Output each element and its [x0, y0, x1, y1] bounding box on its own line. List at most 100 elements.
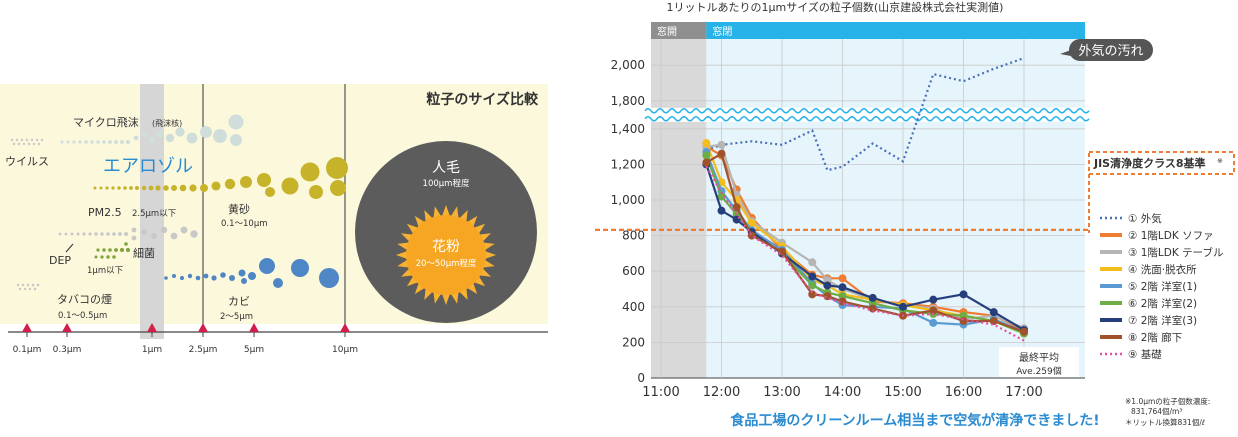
size-tick-marker: [249, 323, 259, 332]
x-tick-label: 12:00: [703, 385, 740, 400]
pm25-dots: [58, 226, 198, 241]
particle-count-chart: 1リットルあたりの1μmサイズの粒子個数(山京建設株式会社実測値) 窓開 窓閉 …: [595, 0, 1235, 429]
series-point: [929, 306, 938, 315]
series-point: [717, 149, 726, 158]
legend-label: ⑧ 2階 廊下: [1128, 331, 1182, 344]
size-tick-marker: [147, 323, 157, 332]
legend-label: ⑤ 2階 洋室(1): [1128, 280, 1197, 293]
window-open-band: [651, 39, 707, 378]
mold-dots: [164, 258, 339, 288]
series-point: [959, 317, 968, 326]
series-point: [959, 290, 968, 299]
chart-caption: 食品工場のクリーンルーム相当まで空気が清浄できました!: [730, 412, 1099, 429]
size-ticks: 0.1μm 0.3μm 1μm 2.5μm 5μm 10μm: [13, 323, 358, 355]
x-tick-label: 16:00: [945, 385, 982, 400]
bacteria-dots: [94, 242, 131, 259]
y-tick-label: 800: [622, 229, 645, 243]
legend-label: ① 外気: [1128, 212, 1162, 225]
x-tick-label: 13:00: [763, 385, 800, 400]
series-point: [717, 192, 726, 201]
size-tick-label: 1μm: [142, 345, 162, 355]
tobacco-dots: [16, 283, 40, 291]
yellow-sand-label: 黄砂: [228, 202, 250, 216]
outside-callout: 外気の汚れ: [1060, 39, 1153, 61]
y-tick-label: 1,200: [611, 157, 645, 171]
legend-label: ③ 1階LDK テーブル: [1128, 246, 1223, 259]
window-closed-band: [706, 39, 1085, 378]
y-tick-label: 1,000: [611, 193, 645, 207]
final-average: 最終平均 Ave.259個: [999, 347, 1079, 377]
size-comparison-panel: 粒子のサイズ比較 ウイルス マイクロ飛沫 (飛沫核) エアロゾル PM2.5 2…: [0, 0, 548, 433]
hair-label: 人毛: [432, 160, 460, 176]
micro-droplet-sub-label: (飛沫核): [152, 118, 182, 128]
virus-label: ウイルス: [5, 155, 49, 168]
window-open-label: 窓開: [657, 25, 677, 38]
size-tick-marker: [62, 323, 72, 332]
series-point: [929, 318, 938, 327]
series-point: [717, 140, 726, 149]
x-tick-label: 14:00: [824, 385, 861, 400]
series-9: [705, 165, 1025, 342]
series-line: [705, 152, 1025, 333]
bacteria-sub-label: 1μm以下: [87, 266, 124, 276]
x-tick-label: 11:00: [642, 385, 679, 400]
series-point: [989, 317, 998, 326]
size-tick-label: 0.1μm: [13, 345, 42, 355]
y-tick-label: 2,000: [611, 58, 645, 72]
series-point: [823, 281, 832, 290]
size-tick-label: 0.3μm: [53, 345, 82, 355]
pollen-circle: [406, 215, 486, 295]
mold-label: カビ: [228, 295, 250, 308]
series-point: [1020, 327, 1028, 336]
threshold-box-frame: [1088, 151, 1235, 175]
footnote-1: ※1.0μmの粒子個数濃度:: [1125, 396, 1210, 406]
axis-break-wave-top: [644, 108, 1090, 114]
series-point: [717, 206, 726, 215]
series-point: [808, 258, 817, 267]
series-point: [868, 304, 877, 313]
legend-label: ⑥ 2階 洋室(2): [1128, 297, 1197, 310]
particle-chart-panel: 1リットルあたりの1μmサイズの粒子個数(山京建設株式会社実測値) 窓開 窓閉 …: [595, 0, 1238, 433]
size-tick-marker: [340, 323, 350, 332]
size-tick-label: 10μm: [332, 345, 358, 355]
series-point: [989, 308, 998, 317]
series-point: [929, 295, 938, 304]
micro-droplet-label: マイクロ飛沫: [73, 116, 139, 129]
series-point: [808, 281, 817, 290]
legend-label: ⑨ 基礎: [1128, 348, 1162, 361]
y-tick-label: 400: [622, 300, 645, 314]
series-point: [808, 272, 817, 281]
size-tick-label: 2.5μm: [189, 345, 218, 355]
dep-label: DEP: [49, 254, 71, 267]
yellow-sand-sub-label: 0.1〜10μm: [221, 219, 268, 229]
y-tick-label: 0: [637, 371, 645, 385]
series-point: [868, 293, 877, 302]
hair-sub-label: 100μm程度: [423, 178, 470, 189]
size-title: 粒子のサイズ比較: [426, 91, 539, 108]
size-tick-marker: [198, 323, 208, 332]
pollen-sub-label: 20〜50μm程度: [416, 258, 477, 269]
threshold-mark: ※: [1217, 157, 1223, 165]
final-average-box: [999, 347, 1079, 377]
mold-sub-label: 2〜5μm: [220, 312, 253, 322]
aerosol-label: エアロゾル: [103, 156, 193, 177]
tobacco-sub-label: 0.1〜0.5μm: [58, 311, 107, 321]
series-lines: [702, 57, 1028, 342]
bacteria-label: 細菌: [133, 247, 155, 260]
axis-break-wave-bottom: [644, 116, 1090, 122]
window-open-header: [651, 22, 707, 39]
size-comparison-figure: 粒子のサイズ比較 ウイルス マイクロ飛沫 (飛沫核) エアロゾル PM2.5 2…: [0, 84, 548, 355]
series-1: [706, 57, 1025, 172]
series-line: [706, 57, 1025, 172]
x-tick-label: 15:00: [884, 385, 921, 400]
pollen-label: 花粉: [432, 239, 460, 255]
y-tick-labels: 0 200 400 600 800 1,000 1,200 1,400 1,800 2,000: [611, 58, 645, 385]
legend-label: ⑦ 2階 洋室(3): [1128, 314, 1197, 327]
y-tick-label: 1,400: [611, 122, 645, 136]
final-average-value: Ave.259個: [1016, 365, 1062, 377]
legend: ① 外気 ② 1階LDK ソファ ③ 1階LDK テーブル ④ 洗面·脱衣所 ⑤ 2階 …: [1100, 212, 1223, 361]
axis-break: [644, 107, 1090, 122]
series-point: [702, 139, 711, 148]
one-micron-band: [140, 84, 164, 339]
outside-callout-box: [1069, 39, 1153, 61]
